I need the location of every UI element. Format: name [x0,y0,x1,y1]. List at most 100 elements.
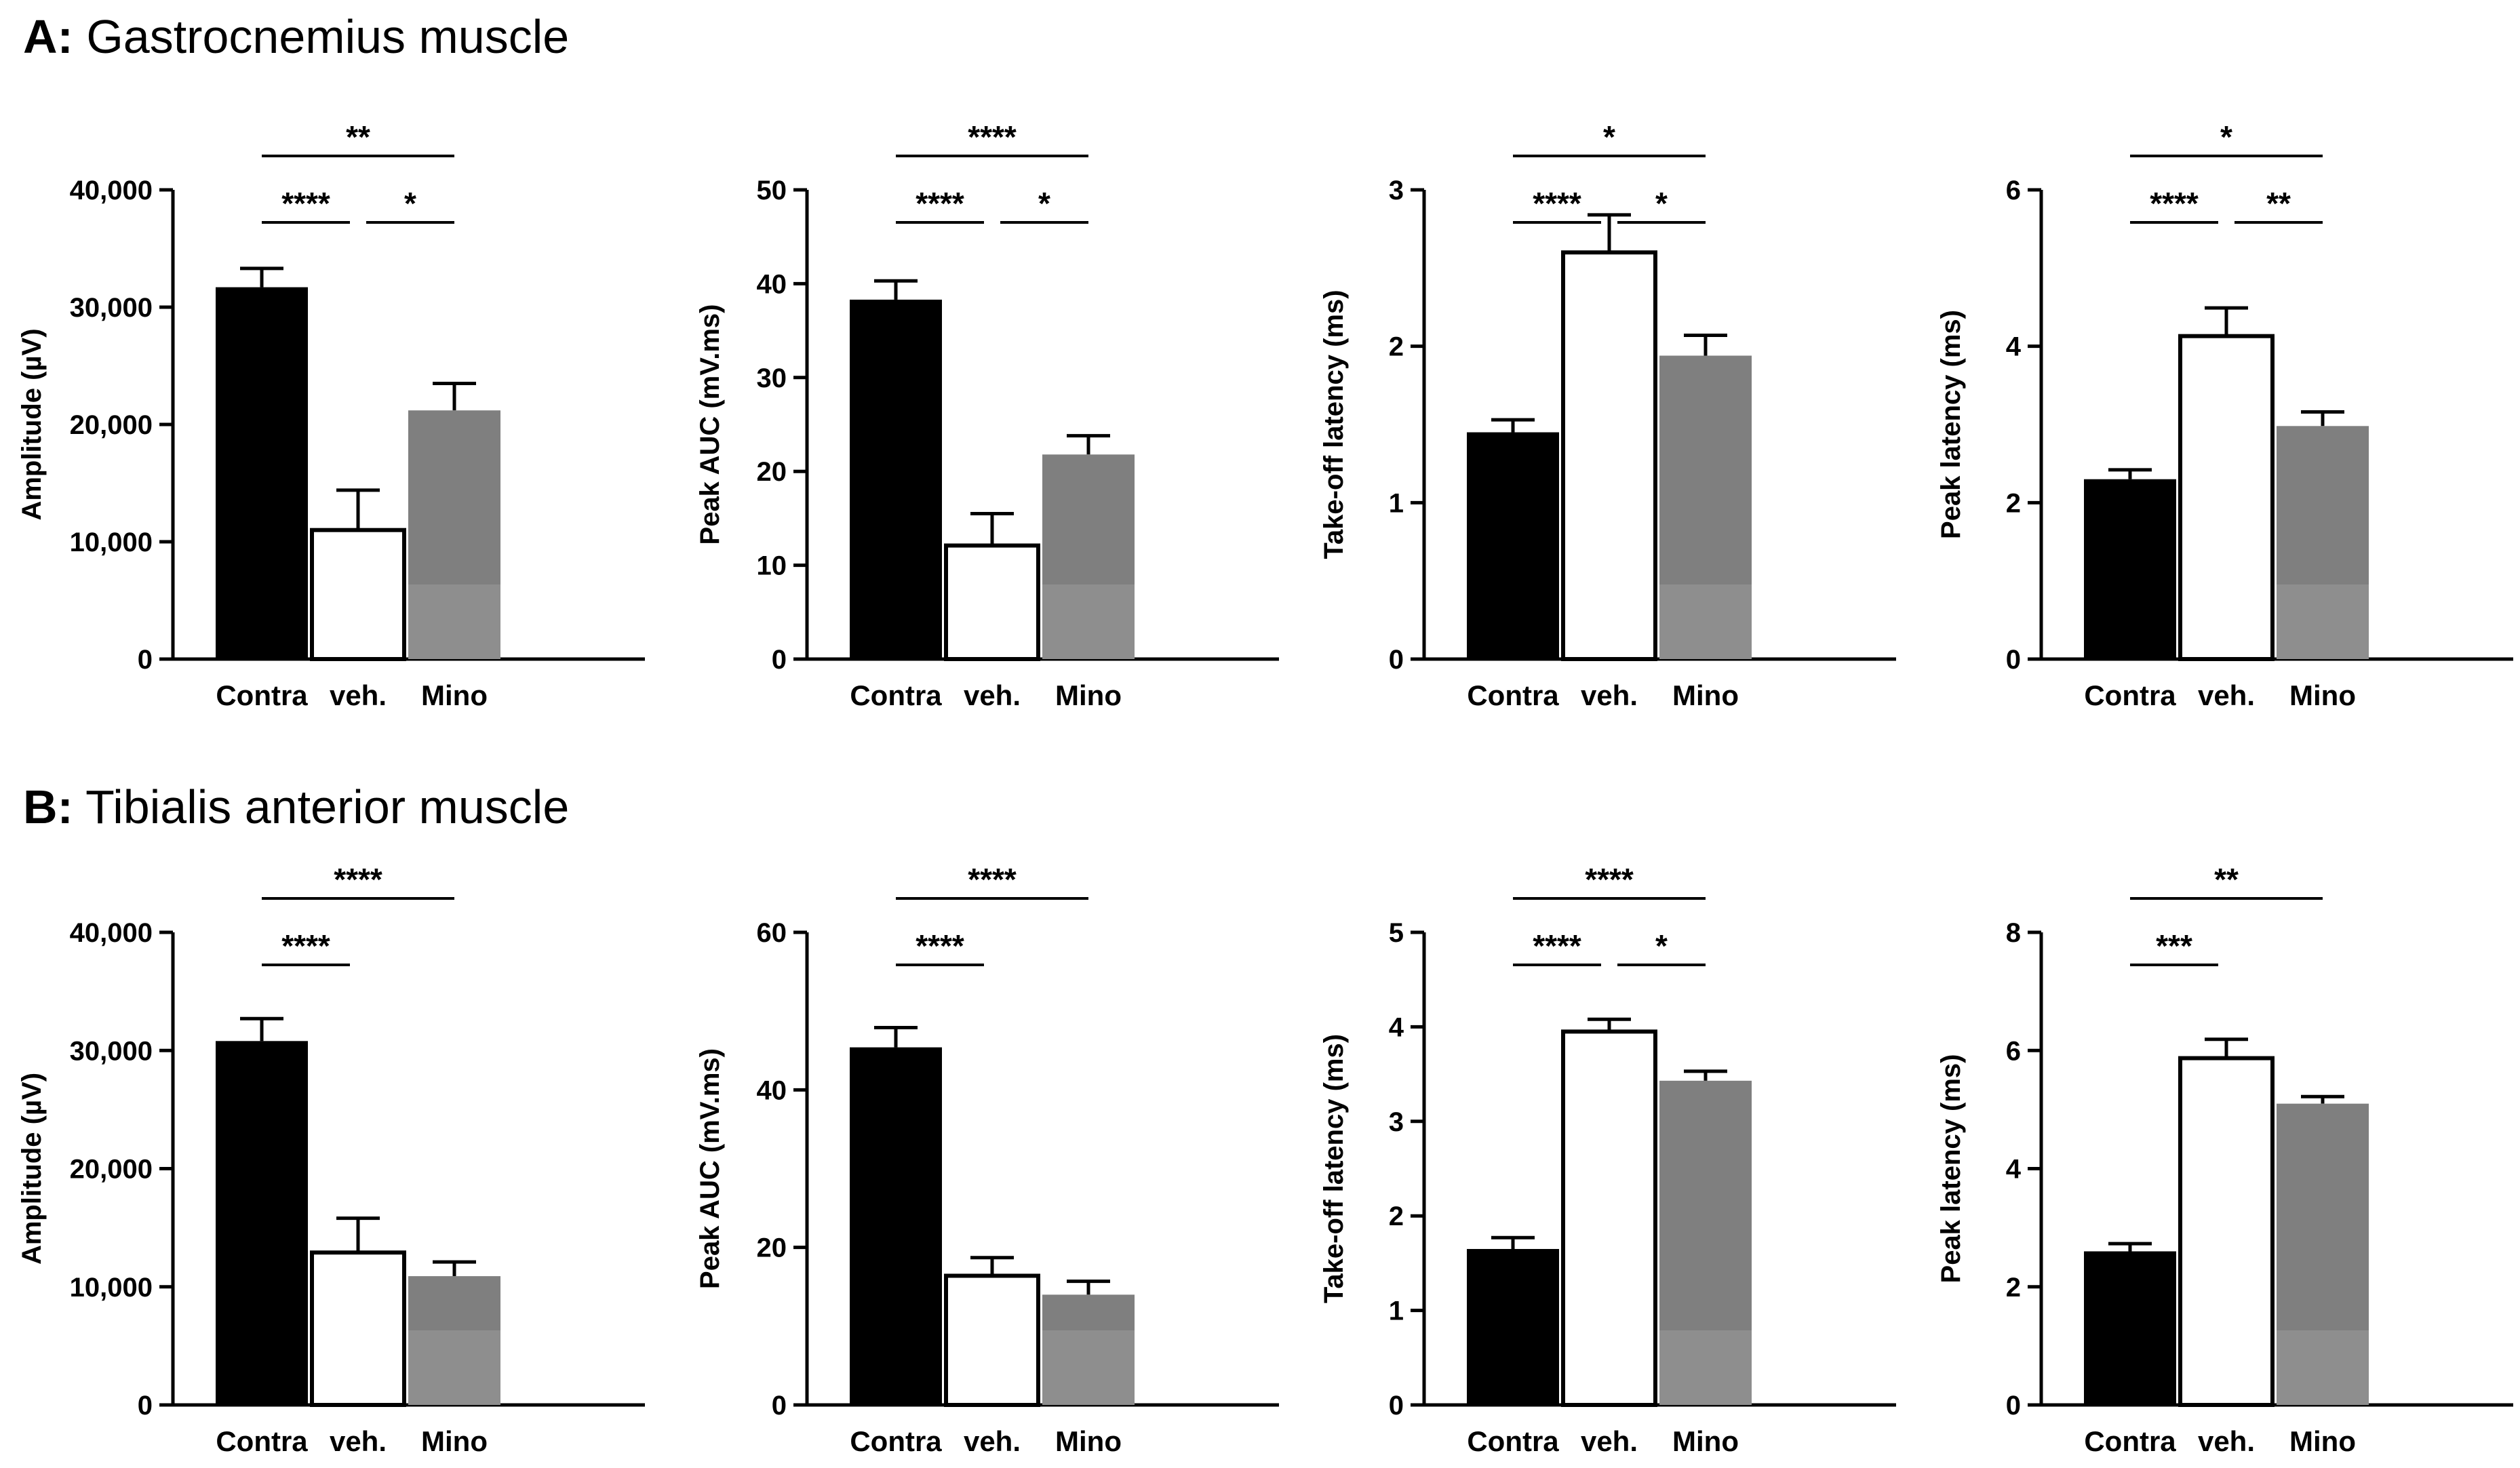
significance-label: * [1655,186,1668,221]
bar-contra [850,299,942,660]
bar-mino-lower-band [408,584,500,659]
y-tick-label: 6 [2006,1036,2021,1066]
x-tick-label-veh: veh. [1581,1425,1638,1457]
significance-label: * [1655,928,1668,964]
x-tick-label-contra: Contra [216,679,308,711]
significance-label: * [1603,119,1615,155]
y-tick-label: 30,000 [70,1036,153,1066]
x-tick-label-contra: Contra [850,679,942,711]
section-title-a: A: Gastrocnemius muscle [23,9,569,64]
significance-label: ** [2266,186,2291,221]
y-tick-label: 0 [1389,645,1404,675]
bar-veh [1561,1029,1657,1407]
y-axis-title: Peak AUC (mV.ms) [695,1048,725,1289]
bar-mino-lower-band [1659,584,1752,659]
chart-panel-b-3: 0 1 2 3 4 5 Take-off latency (ms) Contra veh. Min… [1319,862,1896,1457]
section-name-a: Gastrocnemius muscle [86,10,570,63]
y-tick-label: 0 [1389,1391,1404,1421]
section-name-b: Tibialis anterior muscle [85,780,570,833]
y-tick-label: 40,000 [70,918,153,948]
y-axis-title: Amplitude (µV) [17,1073,47,1265]
y-tick-label: 10 [757,551,787,581]
bar-veh [310,528,406,662]
significance-label: *** [2156,928,2192,964]
y-axis-title: Peak AUC (mV.ms) [695,304,725,545]
bar-contra [216,287,308,660]
significance-label: **** [281,928,330,964]
x-tick-label-contra: Contra [2084,1425,2176,1457]
x-tick-label-mino: Mino [2289,679,2356,711]
x-tick-label-mino: Mino [2289,1425,2356,1457]
y-tick-label: 0 [138,645,153,675]
y-tick-label: 0 [138,1391,153,1421]
significance-label: **** [916,186,964,221]
y-tick-label: 30,000 [70,293,153,323]
y-axis-title: Peak latency (ms) [1936,1054,1966,1284]
significance-label: **** [281,186,330,221]
x-tick-label-mino: Mino [421,679,488,711]
chart-panel-a-3: 0 1 2 3 Take-off latency (ms) Contra veh. Mino *… [1319,119,1896,711]
bar-veh [2178,1056,2275,1408]
y-axis-title: Amplitude (µV) [17,328,47,520]
x-tick-label-veh: veh. [964,679,1021,711]
y-tick-label: 2 [1389,332,1404,362]
significance-label: * [2220,119,2232,155]
y-tick-label: 40 [757,1075,787,1105]
bar-contra [1467,432,1559,659]
y-tick-label: 4 [1389,1012,1404,1042]
x-tick-label-mino: Mino [1672,1425,1739,1457]
x-tick-label-veh: veh. [1581,679,1638,711]
chart-panel-a-2: 0 10 20 30 40 50 Peak AUC (mV.ms) Contra veh. Min… [695,119,1279,711]
x-tick-label-veh: veh. [964,1425,1021,1457]
significance-label: **** [968,862,1017,897]
x-tick-label-contra: Contra [1467,1425,1559,1457]
bar-veh [310,1250,406,1408]
bar-mino-lower-band [408,1330,500,1405]
y-tick-label: 6 [2006,176,2021,205]
section-tag-a: A: [23,10,73,63]
chart-panel-a-1: 0 10,000 20,000 30,000 40,000 Amplitude (µV) C… [17,119,645,711]
significance-label: ** [346,119,370,155]
bar-contra [850,1047,942,1405]
bar-mino-lower-band [1042,584,1135,659]
x-tick-label-mino: Mino [1055,1425,1122,1457]
bar-mino-lower-band [1659,1330,1752,1405]
bar-contra [1467,1248,1559,1405]
y-tick-label: 20 [757,1233,787,1263]
bar-veh [944,543,1040,662]
y-tick-label: 1 [1389,1296,1404,1326]
bar-veh [944,1273,1040,1408]
significance-label: **** [1533,186,1581,221]
bar-mino-lower-band [2277,584,2369,659]
y-tick-label: 2 [2006,1273,2021,1303]
significance-label: **** [1533,928,1581,964]
y-axis-title: Take-off latency (ms) [1319,1034,1349,1303]
x-tick-label-mino: Mino [1055,679,1122,711]
bar-mino-lower-band [2277,1330,2369,1405]
x-tick-label-veh: veh. [330,1425,387,1457]
significance-label: * [1038,186,1050,221]
x-tick-label-contra: Contra [2084,679,2176,711]
y-tick-label: 3 [1389,176,1404,205]
bar-veh [2178,334,2275,661]
significance-label: **** [1585,862,1634,897]
chart-panel-b-1: 0 10,000 20,000 30,000 40,000 Amplitude (µV) C… [17,862,645,1457]
y-tick-label: 4 [2006,332,2022,362]
y-tick-label: 10,000 [70,528,153,557]
section-title-b: B: Tibialis anterior muscle [23,780,569,834]
y-axis-title: Take-off latency (ms) [1319,290,1349,559]
y-tick-label: 0 [772,1391,787,1421]
y-tick-label: 4 [2006,1155,2022,1185]
x-tick-label-contra: Contra [1467,679,1559,711]
chart-panel-b-2: 0 20 40 60 Peak AUC (mV.ms) Contra veh. Mino ***… [695,862,1279,1457]
x-tick-label-veh: veh. [330,679,387,711]
y-tick-label: 60 [757,918,787,948]
y-tick-label: 20 [757,457,787,487]
y-tick-label: 5 [1389,918,1404,948]
y-tick-label: 2 [1389,1202,1404,1231]
y-tick-label: 0 [2006,645,2021,675]
bar-contra [2084,1251,2176,1405]
